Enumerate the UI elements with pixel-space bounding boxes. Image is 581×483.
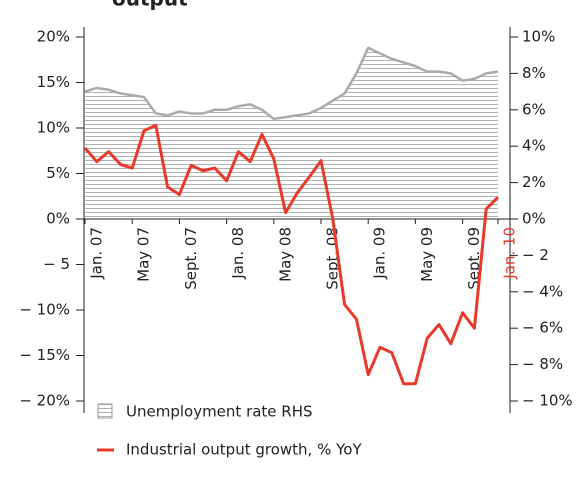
y2-tick-label: 8%: [522, 64, 546, 82]
legend-label: Industrial output growth, % YoY: [126, 441, 362, 459]
chart-title: output: [112, 0, 188, 11]
y-tick-label: − 5: [43, 255, 70, 273]
y-tick-label: − 15%: [19, 346, 70, 364]
series-line: [83, 123, 500, 386]
y2-tick-label: 6%: [522, 100, 546, 118]
y2-tick-label: − 6%: [522, 319, 563, 337]
series-line: [84, 46, 499, 121]
y2-tick-label: − 8%: [522, 355, 563, 373]
y-tick-label: − 20%: [19, 392, 70, 410]
x-tick-label: May 09: [418, 227, 436, 282]
y2-tick-label: − 2: [522, 246, 549, 264]
y2-tick-label: 0%: [522, 210, 546, 228]
x-tick-label: Sept. 07: [182, 227, 200, 290]
y2-tick-label: − 4%: [522, 282, 563, 300]
y-tick-label: 15%: [37, 73, 70, 91]
legend-label: Unemployment rate RHS: [126, 403, 313, 421]
x-tick-label: Jan. 09: [371, 227, 389, 280]
legend-swatch: [97, 403, 113, 419]
y-tick-label: 0%: [46, 210, 70, 228]
x-tick-label: Jan. 07: [88, 227, 106, 280]
y2-tick-label: 10%: [522, 28, 555, 46]
y-tick-label: 20%: [37, 28, 70, 46]
y-tick-label: 5%: [46, 164, 70, 182]
area-fill: [85, 47, 498, 219]
x-tick-label: May 08: [276, 227, 294, 282]
y2-tick-label: 2%: [522, 173, 546, 191]
y-tick-label: 10%: [37, 119, 70, 137]
x-tick-label: Jan. 10: [501, 227, 519, 280]
y-tick-label: − 10%: [19, 301, 70, 319]
y2-tick-label: − 10%: [522, 392, 573, 410]
x-tick-label: May 07: [135, 227, 153, 282]
x-tick-label: Jan. 08: [229, 227, 247, 280]
y2-tick-label: 4%: [522, 137, 546, 155]
